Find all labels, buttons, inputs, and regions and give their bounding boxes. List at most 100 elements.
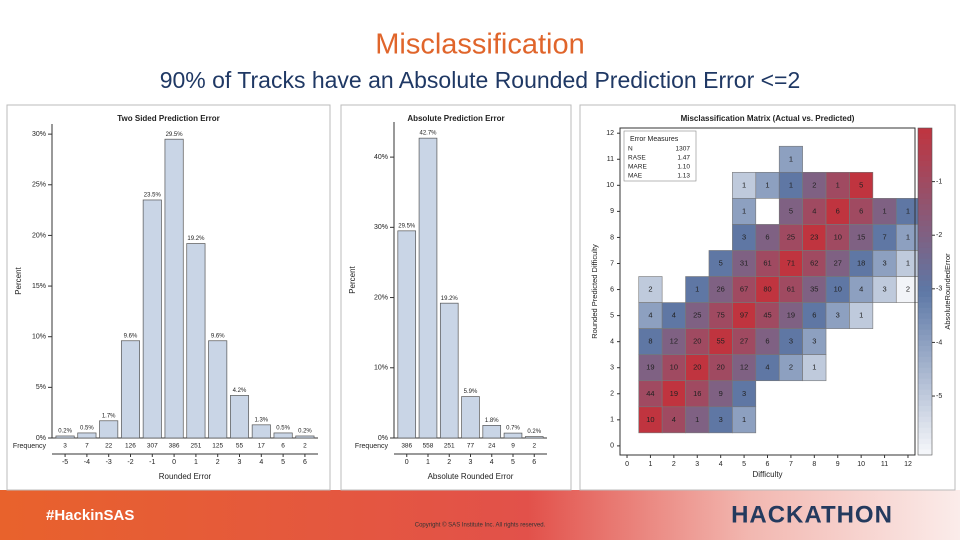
x-tick-label: 0 (625, 461, 629, 468)
x-tick-label: -1 (149, 459, 155, 466)
stats-name: MAE (628, 173, 643, 180)
y-tick-label: 0% (378, 435, 388, 442)
heatmap-cell (802, 354, 827, 382)
cell-label: 97 (740, 311, 748, 320)
x-tick-label: 3 (695, 461, 699, 468)
stats-name: RASE (628, 155, 646, 162)
cell-label: 26 (717, 285, 725, 294)
frequency-value: 9 (511, 443, 515, 450)
value-label: 0.2% (527, 429, 541, 435)
cell-label: 3 (719, 415, 723, 424)
copyright: Copyright © SAS Institute Inc. All right… (415, 522, 546, 529)
x-axis-label: Absolute Rounded Error (428, 472, 514, 481)
colorbar-segment (918, 405, 932, 412)
cell-label: 3 (882, 285, 886, 294)
value-label: 0.5% (80, 426, 94, 432)
cell-label: 10 (670, 363, 678, 372)
x-tick-label: 6 (532, 459, 536, 466)
cell-label: 4 (672, 415, 676, 424)
colorbar-segment (918, 400, 932, 407)
y-tick-label: 20% (32, 232, 46, 239)
colorbar-segment (918, 362, 932, 369)
y-axis-label: Rounded Predicted Difficulty (590, 244, 599, 339)
colorbar-segment (918, 356, 932, 363)
y-tick-label: 10% (374, 365, 388, 372)
colorbar-segment (918, 389, 932, 396)
cell-label: 1 (742, 415, 746, 424)
y-tick-label: 10% (32, 334, 46, 341)
heatmap-cell (732, 406, 757, 434)
colorbar-segment (918, 177, 932, 183)
cell-label: 27 (740, 337, 748, 346)
colorbar-tick-label: -2 (936, 232, 942, 239)
cell-label: 1 (836, 180, 840, 189)
cell-label: 6 (836, 206, 840, 215)
cell-label: 3 (882, 258, 886, 267)
colorbar-segment (918, 269, 932, 276)
frequency-value: 24 (488, 443, 496, 450)
cell-label: 1 (906, 206, 910, 215)
value-label: 0.7% (506, 426, 520, 432)
y-tick-label: 11 (607, 156, 614, 163)
y-tick-label: 2 (610, 391, 614, 398)
colorbar-segment (918, 449, 932, 456)
cell-label: 4 (672, 311, 676, 320)
cell-label: 3 (742, 232, 746, 241)
colorbar-segment (918, 296, 932, 303)
colorbar-segment (918, 155, 932, 162)
colorbar-segment (918, 237, 932, 243)
cell-label: 6 (765, 337, 769, 346)
colorbar-tick-label: -4 (936, 339, 942, 346)
cell-label: 67 (740, 285, 748, 294)
colorbar-segment (918, 438, 932, 445)
x-tick-label: 5 (742, 461, 746, 468)
stats-box (623, 130, 697, 182)
colorbar-segment (918, 422, 932, 429)
x-tick-label: 3 (469, 459, 473, 466)
colorbar-segment (918, 253, 932, 260)
colorbar-segment (918, 198, 932, 205)
frequency-value: 558 (423, 443, 434, 450)
cell-label: 10 (646, 415, 654, 424)
x-tick-label: 3 (238, 459, 242, 466)
cell-label: 1 (789, 180, 793, 189)
bar (77, 432, 97, 439)
x-tick-label: -3 (106, 459, 112, 466)
colorbar-segment (918, 313, 932, 320)
colorbar-segment (918, 329, 932, 336)
colorbar-segment (918, 378, 932, 385)
frequency-value: 22 (105, 443, 113, 450)
colorbar-segment (918, 264, 932, 271)
y-tick-label: 25% (32, 182, 46, 189)
bar (55, 435, 75, 439)
colorbar-segment (918, 226, 932, 233)
value-label: 23.5% (144, 193, 162, 199)
cell-label: 61 (763, 258, 771, 267)
colorbar-frame (917, 127, 933, 456)
frequency-value: 386 (401, 443, 412, 450)
cell-label: 27 (834, 258, 842, 267)
x-tick-label: 1 (426, 459, 430, 466)
hashtag: #HackinSAS (46, 507, 134, 524)
x-tick-label: 1 (194, 459, 198, 466)
frequency-value: 77 (467, 443, 475, 450)
cell-label: 25 (693, 311, 701, 320)
bar (295, 435, 315, 439)
cell-label: 1 (695, 415, 699, 424)
cell-label: 18 (857, 258, 865, 267)
cell-label: 19 (670, 389, 678, 398)
cell-label: 1 (812, 363, 816, 372)
y-tick-label: 1 (610, 417, 614, 424)
cell-label: 12 (670, 337, 678, 346)
cell-label: 1 (695, 285, 699, 294)
cell-label: 1 (906, 232, 910, 241)
y-tick-label: 4 (610, 339, 614, 346)
cell-label: 44 (646, 389, 654, 398)
x-tick-label: 4 (719, 461, 723, 468)
cell-label: 80 (763, 285, 771, 294)
x-tick-label: 11 (881, 461, 888, 468)
colorbar-segment (918, 247, 932, 254)
y-tick-label: 30% (32, 131, 46, 138)
bar (397, 230, 417, 439)
